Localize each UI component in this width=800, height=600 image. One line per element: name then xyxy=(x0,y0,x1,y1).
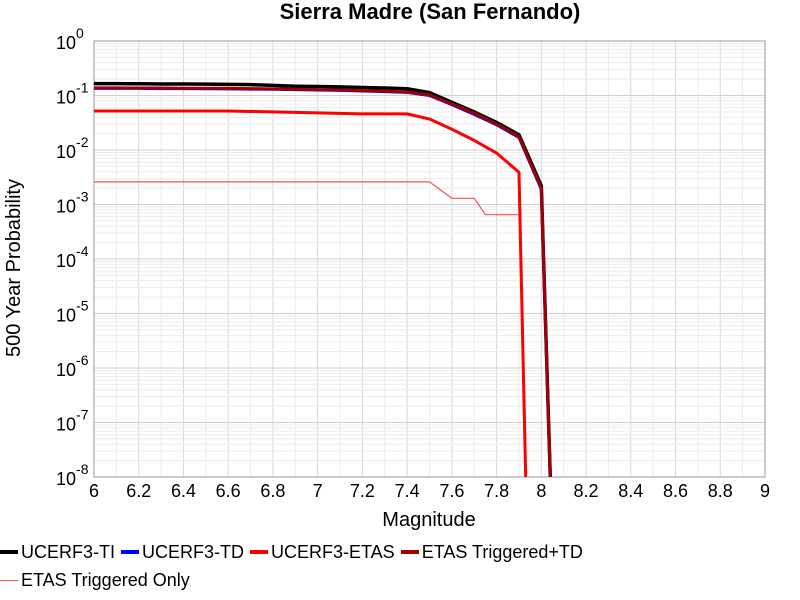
y-tick-label: 10-4 xyxy=(56,243,89,271)
x-tick-label: 7.6 xyxy=(439,481,464,501)
legend-item-ucerf3-ti: UCERF3-TI xyxy=(0,542,115,563)
x-tick-label: 8.8 xyxy=(708,481,733,501)
y-tick-label: 100 xyxy=(56,25,84,53)
legend-swatch xyxy=(0,579,18,581)
x-tick-label: 6.2 xyxy=(126,481,151,501)
legend-swatch xyxy=(400,550,419,554)
x-axis-label: Magnitude xyxy=(382,509,475,531)
legend-item-ucerf3-td: UCERF3-TD xyxy=(121,542,244,563)
y-tick-labels: 100 10-1 10-2 10-3 10-4 10-5 10-6 10-7 10-8 xyxy=(56,25,89,489)
x-tick-label: 7 xyxy=(313,481,323,501)
legend-swatch xyxy=(0,550,18,554)
y-tick-label: 10-5 xyxy=(56,298,89,326)
y-tick-label: 10-1 xyxy=(56,80,89,108)
series-layer xyxy=(94,81,553,478)
legend-item-ucerf3-etas: UCERF3-ETAS xyxy=(250,542,395,563)
x-tick-labels: 6 6.2 6.4 6.6 6.8 7 7.2 7.4 7.6 7.8 8 8.2 8.4 8.6 8.8 9 xyxy=(89,481,770,501)
y-tick-label: 10-7 xyxy=(56,407,89,435)
legend: UCERF3-TI UCERF3-TD UCERF3-ETAS ETAS Tri… xyxy=(0,538,800,594)
legend-label: UCERF3-ETAS xyxy=(271,541,395,562)
series-line-etas-triggered-td xyxy=(94,86,552,478)
x-tick-label: 7.4 xyxy=(395,481,420,501)
x-tick-label: 7.2 xyxy=(350,481,375,501)
legend-swatch xyxy=(121,550,139,554)
y-tick-label: 10-2 xyxy=(56,134,89,162)
legend-row: ETAS Triggered Only xyxy=(0,566,800,594)
y-tick-label: 10-6 xyxy=(56,352,89,380)
x-tick-label: 8.2 xyxy=(574,481,599,501)
legend-label: UCERF3-TI xyxy=(21,541,115,562)
series-line-etas-triggered-only xyxy=(94,181,519,216)
series-line-ucerf3-td xyxy=(94,86,552,478)
x-tick-label: 7.8 xyxy=(484,481,509,501)
plot-area-border xyxy=(93,40,766,478)
x-tick-label: 8 xyxy=(536,481,546,501)
x-tick-label: 8.4 xyxy=(618,481,643,501)
x-tick-label: 9 xyxy=(760,481,770,501)
x-tick-label: 6.6 xyxy=(216,481,241,501)
y-tick-label: 10-8 xyxy=(56,461,89,489)
legend-label: UCERF3-TD xyxy=(142,541,244,562)
x-tick-label: 6.4 xyxy=(171,481,196,501)
x-tick-label: 8.6 xyxy=(663,481,688,501)
grid xyxy=(93,41,766,478)
legend-item-etas-triggered-only: ETAS Triggered Only xyxy=(0,570,190,591)
x-tick-label: 6 xyxy=(89,481,99,501)
legend-label: ETAS Triggered+TD xyxy=(421,541,583,562)
legend-item-etas-triggered-td: ETAS Triggered+TD xyxy=(400,541,583,563)
legend-row: UCERF3-TI UCERF3-TD UCERF3-ETAS ETAS Tri… xyxy=(0,538,800,566)
y-tick-label: 10-3 xyxy=(56,189,89,217)
chart-title: Sierra Madre (San Fernando) xyxy=(280,0,581,24)
legend-label: ETAS Triggered Only xyxy=(21,569,190,590)
y-axis-label: 500 Year Probability xyxy=(3,179,25,357)
x-tick-label: 6.8 xyxy=(260,481,285,501)
legend-swatch xyxy=(250,550,268,554)
series-line-ucerf3-etas xyxy=(94,109,528,478)
